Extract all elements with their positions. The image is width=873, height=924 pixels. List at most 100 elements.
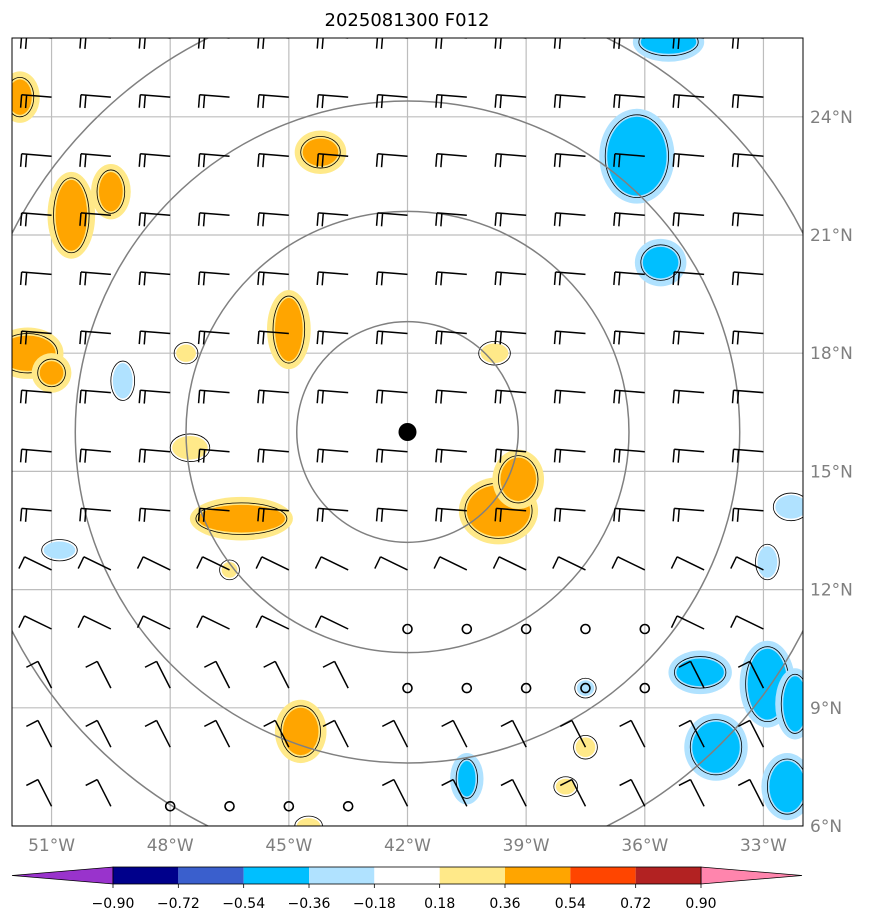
wind-barb (79, 389, 111, 404)
wind-barb (19, 507, 52, 522)
wind-barb (500, 719, 527, 748)
plot-frame (11, 37, 804, 827)
wind-barb (322, 719, 349, 748)
wind-barb (136, 556, 171, 571)
calm-marker (520, 623, 532, 635)
wind-barb (730, 556, 764, 571)
colorbar-swatch (570, 867, 636, 884)
wind-barb (138, 93, 171, 109)
calm-marker (639, 623, 651, 635)
wind-barb (435, 330, 467, 345)
wind-barb (314, 556, 349, 571)
wind-barb (316, 330, 349, 345)
lat-tick-label: 15°N (810, 462, 853, 482)
wind-barb (553, 389, 586, 404)
calm-marker (224, 800, 235, 812)
wind-barb (375, 153, 408, 168)
wind-barb (19, 271, 52, 286)
wind-barb (19, 448, 52, 463)
lon-tick-labels: 51°W 48°W 45°W 42°W 39°W 36°W 33°W (28, 836, 787, 856)
colorbar-tick-label: −0.90 (92, 896, 135, 912)
colorbar-swatch (439, 867, 505, 884)
wind-barb (672, 212, 705, 227)
wind-barb (316, 448, 349, 463)
wind-barb (731, 389, 764, 404)
wind-barb (731, 153, 764, 168)
wind-barb (263, 660, 290, 689)
calm-marker (283, 800, 295, 812)
lon-tick-label: 33°W (740, 836, 787, 856)
wind-barb (494, 448, 527, 463)
lon-tick-label: 36°W (621, 836, 668, 856)
contour-line (604, 114, 669, 198)
wind-barb (559, 719, 587, 748)
contour-line (37, 358, 66, 388)
colorbar: −0.90 −0.72 −0.54 −0.36 −0.18 0.18 0.36 0.54 0.7… (11, 866, 803, 912)
calm-marker (402, 623, 413, 635)
wind-barb (500, 778, 527, 807)
contour-area (775, 495, 803, 519)
contour-line (755, 543, 780, 581)
wind-barb (553, 448, 586, 463)
wind-barb (85, 660, 112, 689)
wind-barb (138, 153, 171, 168)
colorbar-swatch (178, 867, 244, 884)
wind-barb (79, 153, 111, 168)
wind-barb (672, 271, 705, 286)
contour-line (96, 169, 126, 214)
gridlines (12, 38, 803, 826)
wind-barb (435, 448, 467, 463)
wind-barb (257, 212, 289, 227)
wind-barb (553, 507, 586, 522)
contour-fills (12, 38, 803, 826)
wind-barb (553, 93, 586, 109)
wind-barb (381, 778, 409, 807)
range-ring (74, 100, 741, 764)
colorbar-tick-label: −0.36 (288, 896, 331, 912)
colorbar-tick-label: 0.36 (489, 896, 520, 912)
wind-barb (18, 556, 52, 571)
wind-barb (197, 448, 230, 463)
contour-area (55, 179, 88, 251)
wind-barb (553, 271, 586, 286)
contour-line (574, 677, 597, 699)
contour-area (296, 818, 321, 826)
wind-barb (731, 448, 764, 463)
contour-area (576, 680, 595, 696)
contour-line (640, 244, 681, 281)
lat-tick-label: 18°N (810, 344, 853, 364)
wind-barb (85, 719, 112, 748)
colorbar-extend-high (700, 866, 803, 885)
colorbar-swatch (505, 867, 571, 884)
contour-line (553, 776, 578, 797)
wind-barb (136, 615, 171, 630)
wind-barb (77, 556, 112, 571)
wind-barbs (18, 38, 765, 812)
colorbar-tick-label: 0.18 (424, 896, 455, 912)
colorbar-swatch (243, 867, 309, 884)
wind-barb (375, 93, 408, 109)
lat-tick-label: 24°N (810, 108, 853, 128)
wind-barb (197, 507, 230, 522)
wind-barb (494, 330, 527, 345)
contour-line (772, 492, 803, 522)
wind-barb (613, 507, 645, 522)
wind-barb (559, 778, 587, 807)
wind-barb (731, 212, 764, 227)
contour-area (500, 457, 537, 501)
wind-barb (553, 212, 586, 227)
wind-barb (138, 271, 171, 286)
contour-area (555, 778, 576, 795)
wind-barb (672, 448, 705, 463)
lon-tick-label: 39°W (503, 836, 550, 856)
contour-area (783, 676, 803, 732)
wind-barb (553, 153, 586, 168)
wind-barb (731, 93, 764, 109)
wind-barb (197, 153, 230, 168)
wind-barb (26, 778, 53, 807)
colorbar-tick-label: 0.54 (555, 896, 586, 912)
contour-area (692, 721, 740, 773)
wind-barb (494, 153, 527, 168)
wind-barb (138, 448, 171, 463)
wind-barb (494, 271, 527, 286)
